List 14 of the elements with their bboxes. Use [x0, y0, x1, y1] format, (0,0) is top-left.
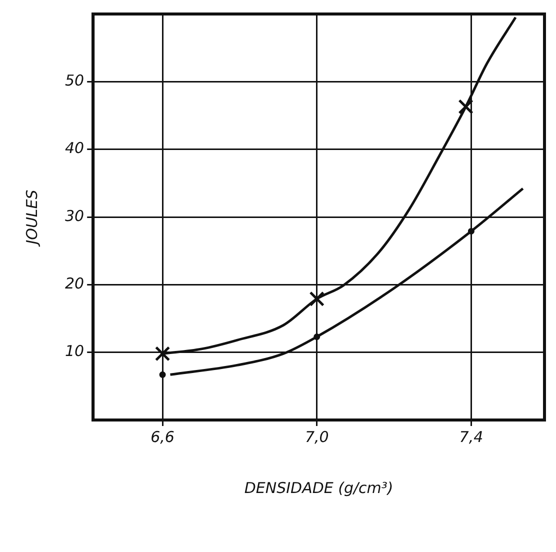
point — [309, 291, 324, 306]
x-tick-label: 6,6 — [150, 428, 174, 446]
y-axis-title: JOULES — [22, 189, 41, 248]
y-tick-label: 20 — [64, 274, 84, 293]
point — [458, 99, 474, 114]
x-axis-title: DENSIDADE (g/cm³) — [244, 478, 394, 497]
point — [159, 371, 166, 378]
y-tick-label: 10 — [64, 342, 84, 360]
x-tick-label: 7,0 — [304, 428, 329, 446]
point — [154, 346, 170, 362]
y-tick-label: 40 — [64, 139, 84, 158]
x-tick-label: 7,4 — [459, 428, 484, 446]
y-tick-label: 50 — [64, 72, 84, 90]
y-tick-label: 30 — [64, 206, 84, 225]
